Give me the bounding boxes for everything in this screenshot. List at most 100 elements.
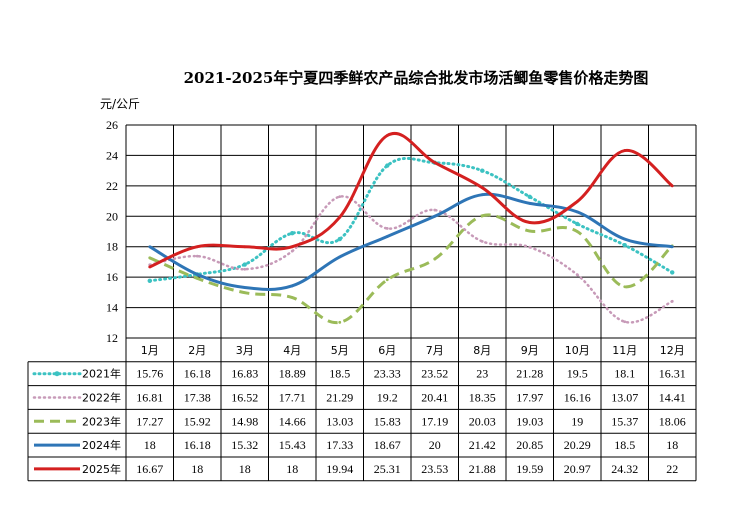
data-point bbox=[433, 214, 437, 218]
table-cell: 14.66 bbox=[279, 414, 306, 428]
table-cell: 15.43 bbox=[279, 438, 306, 452]
y-axis: 12 14 16 18 20 22 24 26 bbox=[106, 118, 118, 345]
y-tick-label: 18 bbox=[106, 240, 118, 254]
data-point bbox=[433, 208, 437, 212]
table-cell: 18 bbox=[286, 462, 298, 476]
data-point bbox=[528, 229, 532, 233]
table-cell: 16.52 bbox=[231, 391, 258, 405]
table-cell: 25.31 bbox=[374, 462, 401, 476]
table-cell: 16.67 bbox=[136, 462, 163, 476]
data-point bbox=[385, 163, 390, 168]
data-point bbox=[195, 254, 199, 258]
data-point bbox=[575, 230, 579, 233]
data-point bbox=[527, 194, 532, 200]
data-point bbox=[575, 210, 579, 214]
data-point bbox=[528, 201, 532, 205]
data-point bbox=[242, 262, 247, 267]
legend-label: 2025年 bbox=[82, 462, 121, 476]
data-table: 1月 2月 3月 4月 5月 6月 7月 8月 9月 10月 11月 12月 2021年 15.76 16.… bbox=[27, 344, 696, 482]
table-cell: 18.35 bbox=[469, 391, 496, 405]
y-tick-label: 22 bbox=[106, 179, 118, 193]
table-cell: 17.38 bbox=[184, 391, 211, 405]
table-cell: 20.85 bbox=[516, 438, 543, 452]
data-point bbox=[480, 193, 484, 197]
table-cell: 21.29 bbox=[326, 391, 353, 405]
data-point bbox=[623, 237, 627, 241]
data-point bbox=[243, 245, 247, 249]
data-point bbox=[670, 245, 674, 249]
data-point bbox=[480, 186, 484, 190]
table-cell: 19.94 bbox=[326, 462, 353, 476]
chart-title: 2021-2025年宁夏四季鲜农产品综合批发市场活鲫鱼零售价格走势图 bbox=[184, 69, 649, 87]
data-point bbox=[528, 245, 532, 249]
table-cell: 13.03 bbox=[326, 414, 353, 428]
x-tick-label: 1月 bbox=[141, 344, 159, 357]
data-point bbox=[195, 245, 199, 249]
table-cell: 16.83 bbox=[231, 367, 258, 381]
y-axis-label: 元/公斤 bbox=[100, 97, 140, 111]
table-cell: 19.5 bbox=[567, 367, 588, 381]
data-point bbox=[623, 320, 627, 324]
data-point bbox=[622, 242, 627, 248]
data-point bbox=[338, 195, 342, 199]
table-cell: 24.32 bbox=[611, 462, 638, 476]
x-tick-label: 2月 bbox=[188, 344, 206, 357]
data-point bbox=[433, 257, 437, 261]
table-cell: 19.2 bbox=[377, 391, 398, 405]
data-point bbox=[148, 245, 152, 249]
table-cell: 18 bbox=[666, 438, 678, 452]
x-tick-label: 5月 bbox=[331, 344, 349, 357]
data-point bbox=[148, 256, 152, 260]
table-cell: 21.88 bbox=[469, 462, 496, 476]
plot-lines bbox=[147, 132, 675, 324]
x-tick-label: 8月 bbox=[473, 344, 491, 357]
table-cell: 18.06 bbox=[659, 414, 686, 428]
y-tick-label: 16 bbox=[106, 270, 118, 284]
table-cell: 21.42 bbox=[469, 438, 496, 452]
data-point bbox=[385, 278, 389, 282]
table-cell: 13.07 bbox=[611, 391, 638, 405]
data-point bbox=[575, 273, 579, 277]
series-line-2024年 bbox=[148, 192, 673, 291]
data-point bbox=[385, 227, 389, 230]
data-point bbox=[670, 270, 675, 275]
table-cell: 23 bbox=[476, 367, 488, 381]
y-tick-label: 24 bbox=[106, 148, 118, 162]
table-cell: 16.81 bbox=[136, 391, 163, 405]
table-cell: 14.98 bbox=[231, 414, 258, 428]
data-point bbox=[195, 276, 199, 280]
grid bbox=[125, 124, 697, 481]
x-tick-label: 12月 bbox=[660, 344, 685, 357]
data-point bbox=[670, 184, 674, 188]
table-cell: 15.37 bbox=[611, 414, 638, 428]
data-point bbox=[290, 245, 294, 249]
table-cell: 23.33 bbox=[374, 367, 401, 381]
table-cell: 16.18 bbox=[184, 367, 211, 381]
x-tick-label: 10月 bbox=[565, 344, 590, 357]
y-tick-label: 12 bbox=[106, 331, 118, 345]
table-cell: 18 bbox=[191, 462, 203, 476]
data-point bbox=[243, 291, 247, 295]
data-point bbox=[195, 273, 199, 276]
table-cell: 17.33 bbox=[326, 438, 353, 452]
table-cell: 20 bbox=[429, 438, 441, 452]
data-point bbox=[290, 230, 295, 236]
legend-label: 2021年 bbox=[82, 367, 121, 381]
table-cell: 17.71 bbox=[279, 391, 306, 405]
data-point bbox=[148, 265, 152, 269]
data-point bbox=[433, 161, 437, 164]
x-tick-label: 7月 bbox=[426, 344, 444, 357]
table-cell: 17.27 bbox=[136, 414, 163, 428]
table-cell: 19 bbox=[571, 414, 583, 428]
y-tick-label: 26 bbox=[106, 118, 118, 132]
x-tick-label: 6月 bbox=[378, 344, 396, 357]
legend-label: 2023年 bbox=[82, 414, 121, 428]
x-tick-label: 3月 bbox=[236, 344, 254, 357]
data-point bbox=[575, 221, 580, 227]
data-point bbox=[338, 320, 342, 324]
data-point bbox=[623, 149, 627, 152]
table-cell: 23.52 bbox=[421, 367, 448, 381]
data-point bbox=[243, 267, 247, 271]
data-point bbox=[337, 236, 342, 242]
table-cell: 18.5 bbox=[329, 367, 350, 381]
